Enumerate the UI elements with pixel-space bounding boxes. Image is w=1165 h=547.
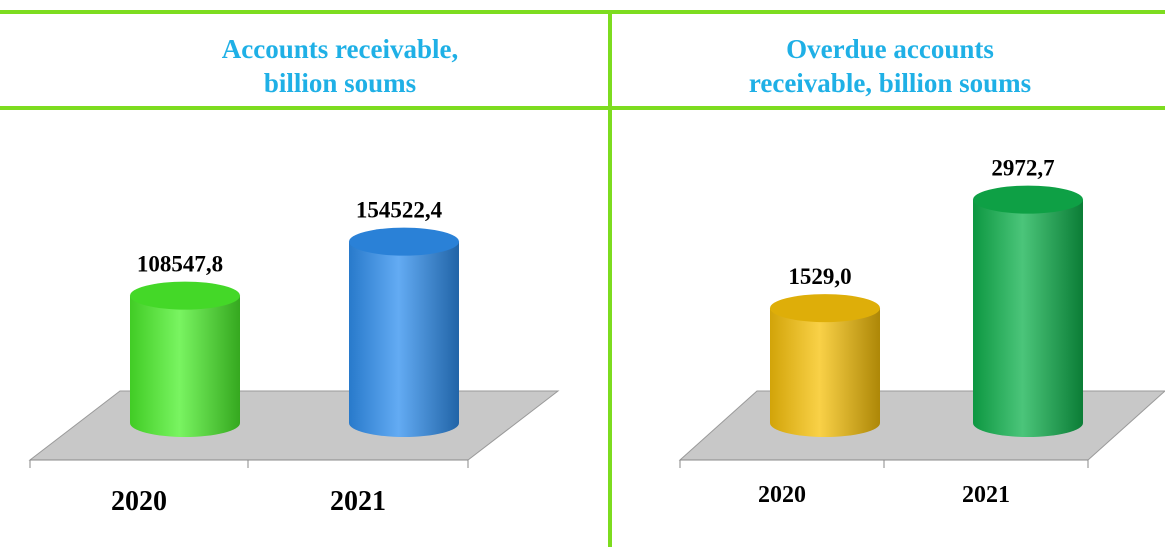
category-label: 2020 <box>758 482 806 508</box>
category-label: 2021 <box>962 482 1010 508</box>
right-panel-title: Overdue accounts receivable, billion sou… <box>748 34 1032 98</box>
bar-2020 <box>130 281 240 437</box>
bar-top <box>770 294 880 323</box>
bar-body <box>349 241 459 437</box>
top-divider <box>0 10 1165 14</box>
chart-floor <box>678 390 1165 461</box>
bar-top <box>130 281 240 310</box>
bar-top <box>973 185 1083 214</box>
value-label: 1529,0 <box>788 264 851 289</box>
bar-body <box>130 295 240 437</box>
bar-2021 <box>349 227 459 437</box>
bar-2021 <box>973 185 1083 437</box>
bar-2020 <box>770 294 880 437</box>
center-divider <box>608 10 612 547</box>
category-label: 2020 <box>111 486 167 517</box>
value-label: 154522,4 <box>356 198 443 223</box>
chart-floor <box>28 390 560 461</box>
category-label: 2021 <box>330 486 386 517</box>
header-divider <box>0 106 1165 110</box>
value-label: 108547,8 <box>137 252 223 277</box>
right-chart: 1529,0 2020 2972,7 2021 <box>678 156 1165 508</box>
value-label: 2972,7 <box>991 156 1054 181</box>
bar-body <box>973 199 1083 437</box>
left-panel-title: Accounts receivable, billion soums <box>221 34 459 98</box>
bar-body <box>770 308 880 437</box>
left-chart: 108547,8 2020 154522,4 2021 <box>28 198 560 517</box>
bar-top <box>349 227 459 256</box>
